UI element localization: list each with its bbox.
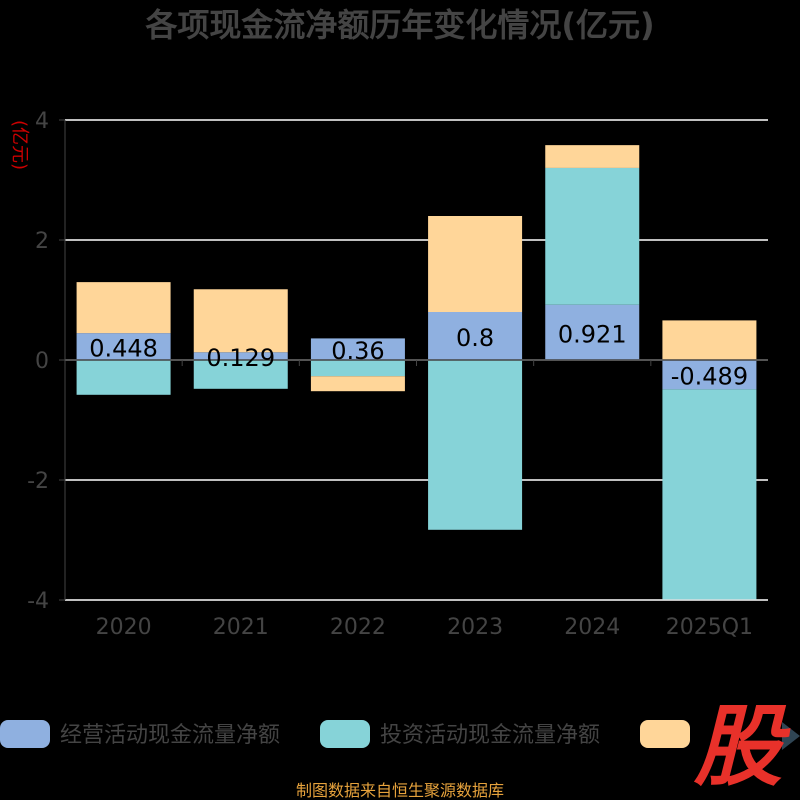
bar-layer: [76, 145, 757, 600]
y-tick-label: 0: [35, 349, 49, 374]
data-label: -0.489: [671, 363, 748, 391]
bar-segment[interactable]: [76, 282, 171, 334]
data-label: 0.129: [206, 344, 275, 372]
bar-segment[interactable]: [545, 167, 640, 305]
bar-segment[interactable]: [662, 389, 757, 600]
legend-item[interactable]: [640, 720, 690, 748]
x-tick-label: 2024: [564, 615, 620, 640]
x-tick-label: 2020: [96, 615, 152, 640]
y-tick-label: -4: [27, 589, 49, 614]
x-tick-label: 2023: [447, 615, 503, 640]
legend-item[interactable]: 经营活动现金流量净额: [0, 720, 280, 748]
bar-segment[interactable]: [310, 360, 405, 377]
legend-swatch: [640, 720, 690, 748]
data-label: 0.8: [456, 324, 494, 352]
logo-glyph: 股: [693, 695, 791, 798]
bar-segment[interactable]: [76, 333, 171, 360]
x-tick-label: 2021: [213, 615, 269, 640]
legend-swatch: [0, 720, 50, 748]
bar-segment[interactable]: [193, 289, 288, 353]
bar-segment[interactable]: [545, 304, 640, 360]
bar-segment[interactable]: [310, 376, 405, 392]
source-note: 制图数据来自恒生聚源数据库: [296, 781, 504, 800]
data-label: 0.448: [89, 335, 158, 363]
y-tick-label: 4: [35, 109, 49, 134]
legend-label: 投资活动现金流量净额: [380, 723, 600, 748]
legend-item[interactable]: 投资活动现金流量净额: [320, 720, 600, 748]
legend-swatch: [320, 720, 370, 748]
label-layer: 0.448 0.129 0.36 0.8 0.921 -0.489: [89, 320, 748, 390]
bar-segment[interactable]: [428, 312, 523, 360]
data-label: 0.921: [558, 320, 627, 348]
bar-segment[interactable]: [310, 338, 405, 360]
bar-segment[interactable]: [193, 360, 288, 389]
data-label: 0.36: [331, 337, 384, 365]
bar-segment[interactable]: [76, 360, 171, 395]
chart-title: 各项现金流净额历年变化情况(亿元): [145, 6, 654, 44]
x-tick-label: 2025Q1: [666, 615, 753, 640]
y-axis-label: (亿元): [9, 120, 30, 170]
legend-next-arrow-icon[interactable]: [782, 722, 800, 750]
bar-segment[interactable]: [193, 352, 288, 360]
bar-segment[interactable]: [545, 145, 640, 168]
bar-segment[interactable]: [662, 320, 757, 360]
axis-layer: 4 2 0 -2 -4 2020 2021 2022 2023 2024 2025Q1: [27, 109, 768, 640]
logo: 股: [693, 695, 791, 798]
bar-segment[interactable]: [428, 216, 523, 312]
y-tick-label: 2: [35, 229, 49, 254]
legend-label: 经营活动现金流量净额: [60, 723, 280, 748]
bar-segment[interactable]: [428, 360, 523, 530]
y-tick-label: -2: [27, 469, 49, 494]
bar-segment[interactable]: [662, 360, 757, 390]
legend[interactable]: 经营活动现金流量净额 投资活动现金流量净额: [0, 720, 690, 748]
x-tick-label: 2022: [330, 615, 386, 640]
